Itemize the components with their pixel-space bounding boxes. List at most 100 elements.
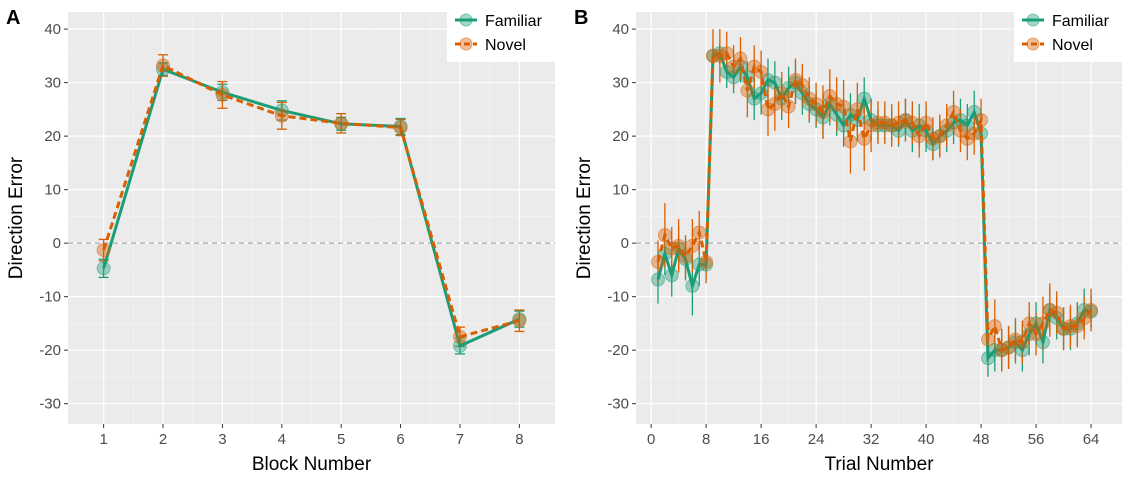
x-tick-label: 0 — [647, 431, 655, 448]
point — [334, 116, 349, 131]
point — [905, 115, 920, 130]
x-tick-label: 64 — [1083, 431, 1100, 448]
x-tick-label: 5 — [337, 431, 345, 448]
point — [939, 118, 954, 133]
point — [96, 243, 111, 258]
point — [678, 249, 693, 264]
legend-point — [459, 13, 473, 27]
legend-label: Familiar — [485, 13, 543, 30]
y-tick-label: -30 — [39, 396, 61, 413]
series-line — [102, 63, 520, 339]
point — [953, 123, 968, 138]
point — [767, 97, 782, 112]
point — [932, 129, 947, 144]
x-tick-label: 4 — [278, 431, 286, 448]
point — [671, 238, 686, 253]
point — [650, 272, 665, 287]
x-axis-title: Block Number — [252, 454, 372, 474]
point — [857, 91, 872, 106]
y-axis-title: Direction Error — [6, 156, 27, 279]
y-axis-title: Direction Error — [574, 156, 595, 279]
point — [754, 64, 769, 79]
y-tick-label: 20 — [44, 128, 61, 145]
point — [274, 108, 289, 123]
x-tick-label: 40 — [918, 431, 935, 448]
point — [156, 58, 171, 73]
point — [1084, 303, 1099, 318]
x-tick-label: 2 — [159, 431, 167, 448]
point — [692, 225, 707, 240]
point — [1022, 316, 1037, 331]
point — [685, 278, 700, 293]
x-tick-label: 48 — [973, 431, 990, 448]
point — [740, 83, 755, 98]
point — [974, 113, 989, 128]
x-tick-label: 1 — [99, 431, 107, 448]
point — [1049, 305, 1064, 320]
point — [96, 261, 111, 276]
x-tick-label: 56 — [1028, 431, 1045, 448]
panel-label: A — [6, 7, 20, 29]
point — [967, 126, 982, 141]
point — [1015, 335, 1030, 350]
point — [987, 319, 1002, 334]
point — [822, 89, 837, 104]
point — [719, 46, 734, 61]
legend-point — [459, 37, 473, 51]
point — [1035, 316, 1050, 331]
legend-point — [1026, 13, 1040, 27]
point — [829, 107, 844, 122]
point — [967, 105, 982, 120]
point — [919, 115, 934, 130]
x-tick-label: 3 — [218, 431, 226, 448]
point — [809, 97, 824, 112]
point — [836, 99, 851, 114]
point — [815, 105, 830, 120]
point — [843, 134, 858, 149]
series-line — [102, 67, 520, 348]
point — [452, 329, 467, 344]
point — [726, 59, 741, 74]
point — [733, 51, 748, 66]
legend-box — [447, 0, 555, 62]
point — [699, 254, 714, 269]
x-tick-label: 7 — [456, 431, 464, 448]
point — [726, 70, 741, 85]
point — [980, 351, 995, 366]
point — [850, 102, 865, 117]
x-tick-label: 8 — [702, 431, 710, 448]
point — [393, 120, 408, 135]
legend-label: Novel — [485, 37, 526, 54]
legend-label: Novel — [1052, 37, 1093, 54]
point — [767, 75, 782, 90]
x-tick-label: 6 — [396, 431, 404, 448]
y-tick-label: 0 — [621, 235, 629, 252]
y-tick-label: 10 — [44, 182, 61, 199]
x-tick-label: 16 — [753, 431, 770, 448]
x-tick-label: 8 — [515, 431, 523, 448]
x-axis-title: Trial Number — [824, 454, 934, 474]
y-tick-label: 0 — [53, 235, 61, 252]
y-tick-label: 40 — [44, 21, 61, 38]
point — [664, 268, 679, 283]
legend-box — [1014, 0, 1122, 62]
point — [657, 228, 672, 243]
plot-background — [636, 12, 1122, 424]
panel-label: B — [574, 7, 588, 29]
point — [685, 238, 700, 253]
point — [980, 332, 995, 347]
point — [781, 99, 796, 114]
point — [1029, 327, 1044, 342]
point — [1077, 311, 1092, 326]
point — [1035, 335, 1050, 350]
y-tick-label: -30 — [607, 396, 629, 413]
point — [946, 105, 961, 120]
y-tick-label: -10 — [607, 289, 629, 306]
point — [857, 131, 872, 146]
y-tick-label: 20 — [612, 128, 629, 145]
series-line — [656, 51, 1093, 353]
x-tick-label: 32 — [863, 431, 880, 448]
y-tick-label: -20 — [39, 342, 61, 359]
x-tick-label: 24 — [808, 431, 825, 448]
